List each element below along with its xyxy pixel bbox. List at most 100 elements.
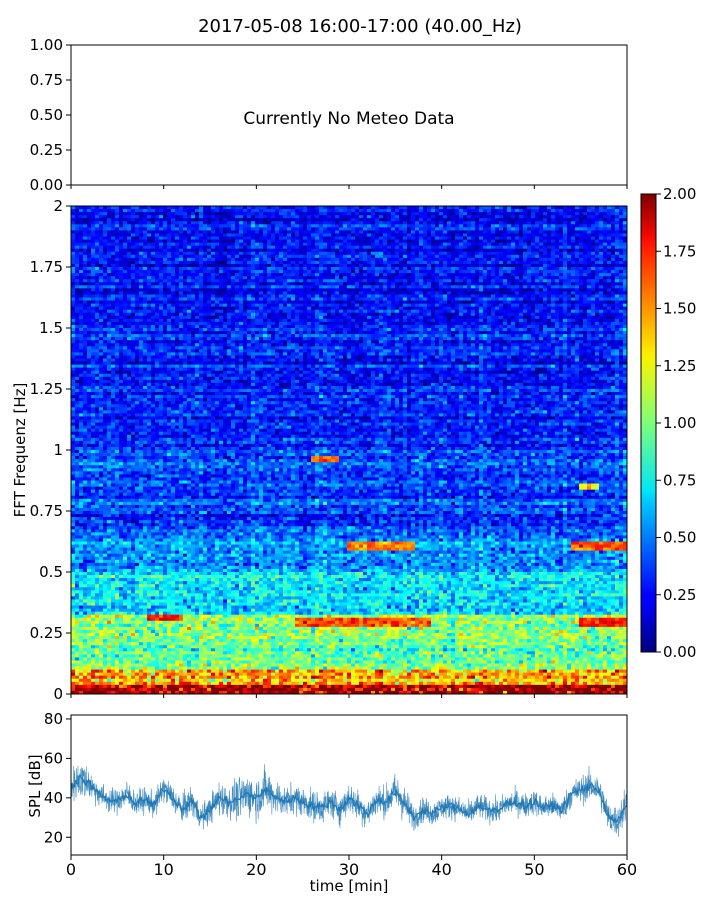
spectrogram-heatmap	[71, 206, 627, 694]
heatmap-cell	[147, 453, 151, 456]
heatmap-cell	[91, 450, 95, 453]
heatmap-cell	[111, 410, 115, 413]
heatmap-cell	[79, 316, 83, 319]
heatmap-cell	[119, 551, 123, 554]
heatmap-cell	[179, 599, 183, 602]
heatmap-cell	[147, 648, 151, 651]
heatmap-cell	[139, 532, 143, 535]
heatmap-cell	[139, 206, 143, 209]
heatmap-cell	[103, 508, 107, 511]
heatmap-cell	[91, 343, 95, 346]
heatmap-cell	[103, 252, 107, 255]
heatmap-cell	[87, 392, 91, 395]
heatmap-cell	[111, 545, 115, 548]
heatmap-cell	[183, 334, 187, 337]
heatmap-cell	[187, 285, 191, 288]
heatmap-cell	[91, 273, 95, 276]
heatmap-cell	[79, 282, 83, 285]
heatmap-cell	[119, 279, 123, 282]
heatmap-cell	[171, 688, 175, 691]
heatmap-cell	[151, 471, 155, 474]
heatmap-cell	[175, 240, 179, 243]
heatmap-cell	[79, 237, 83, 240]
heatmap-cell	[103, 468, 107, 471]
heatmap-cell	[155, 621, 159, 624]
heatmap-cell	[155, 407, 159, 410]
heatmap-cell	[123, 273, 127, 276]
heatmap-cell	[91, 258, 95, 261]
heatmap-cell	[111, 456, 115, 459]
heatmap-cell	[183, 572, 187, 575]
heatmap-cell	[79, 487, 83, 490]
heatmap-cell	[107, 340, 111, 343]
heatmap-cell	[107, 648, 111, 651]
heatmap-cell	[95, 535, 99, 538]
heatmap-cell	[191, 368, 195, 371]
heatmap-cell	[79, 322, 83, 325]
heatmap-cell	[135, 386, 139, 389]
heatmap-cell	[135, 413, 139, 416]
heatmap-cell	[91, 398, 95, 401]
heatmap-cell	[143, 587, 147, 590]
heatmap-cell	[95, 477, 99, 480]
heatmap-cell	[111, 346, 115, 349]
heatmap-cell	[75, 526, 79, 529]
heatmap-cell	[175, 395, 179, 398]
heatmap-cell	[175, 215, 179, 218]
heatmap-cell	[179, 493, 183, 496]
heatmap-cell	[107, 227, 111, 230]
heatmap-cell	[187, 645, 191, 648]
heatmap-cell	[119, 554, 123, 557]
heatmap-cell	[83, 578, 87, 581]
heatmap-cell	[87, 404, 91, 407]
heatmap-cell	[163, 438, 167, 441]
heatmap-cell	[147, 258, 151, 261]
heatmap-cell	[179, 328, 183, 331]
heatmap-cell	[135, 264, 139, 267]
heatmap-cell	[163, 319, 167, 322]
heatmap-cell	[83, 246, 87, 249]
heatmap-cell	[143, 237, 147, 240]
heatmap-cell	[87, 682, 91, 685]
heatmap-cell	[167, 490, 171, 493]
heatmap-cell	[131, 377, 135, 380]
heatmap-cell	[79, 261, 83, 264]
heatmap-cell	[143, 654, 147, 657]
heatmap-cell	[95, 404, 99, 407]
heatmap-cell	[187, 538, 191, 541]
heatmap-cell	[95, 282, 99, 285]
heatmap-cell	[107, 484, 111, 487]
heatmap-cell	[91, 240, 95, 243]
heatmap-cell	[191, 654, 195, 657]
heatmap-cell	[151, 291, 155, 294]
heatmap-cell	[79, 648, 83, 651]
heatmap-cell	[103, 484, 107, 487]
heatmap-cell	[95, 664, 99, 667]
heatmap-cell	[171, 621, 175, 624]
heatmap-cell	[183, 618, 187, 621]
heatmap-cell	[91, 651, 95, 654]
heatmap-cell	[83, 593, 87, 596]
heatmap-cell	[115, 319, 119, 322]
heatmap-cell	[115, 532, 119, 535]
heatmap-cell	[95, 575, 99, 578]
heatmap-cell	[111, 657, 115, 660]
heatmap-cell	[163, 386, 167, 389]
heatmap-cell	[191, 477, 195, 480]
heatmap-cell	[127, 618, 131, 621]
heatmap-cell	[95, 456, 99, 459]
heatmap-cell	[167, 676, 171, 679]
heatmap-cell	[131, 450, 135, 453]
heatmap-cell	[179, 636, 183, 639]
heatmap-cell	[131, 374, 135, 377]
heatmap-cell	[103, 679, 107, 682]
heatmap-cell	[183, 517, 187, 520]
heatmap-cell	[91, 416, 95, 419]
heatmap-cell	[147, 624, 151, 627]
heatmap-cell	[111, 404, 115, 407]
heatmap-cell	[127, 542, 131, 545]
heatmap-cell	[103, 450, 107, 453]
heatmap-cell	[111, 398, 115, 401]
heatmap-cell	[111, 423, 115, 426]
heatmap-cell	[91, 490, 95, 493]
